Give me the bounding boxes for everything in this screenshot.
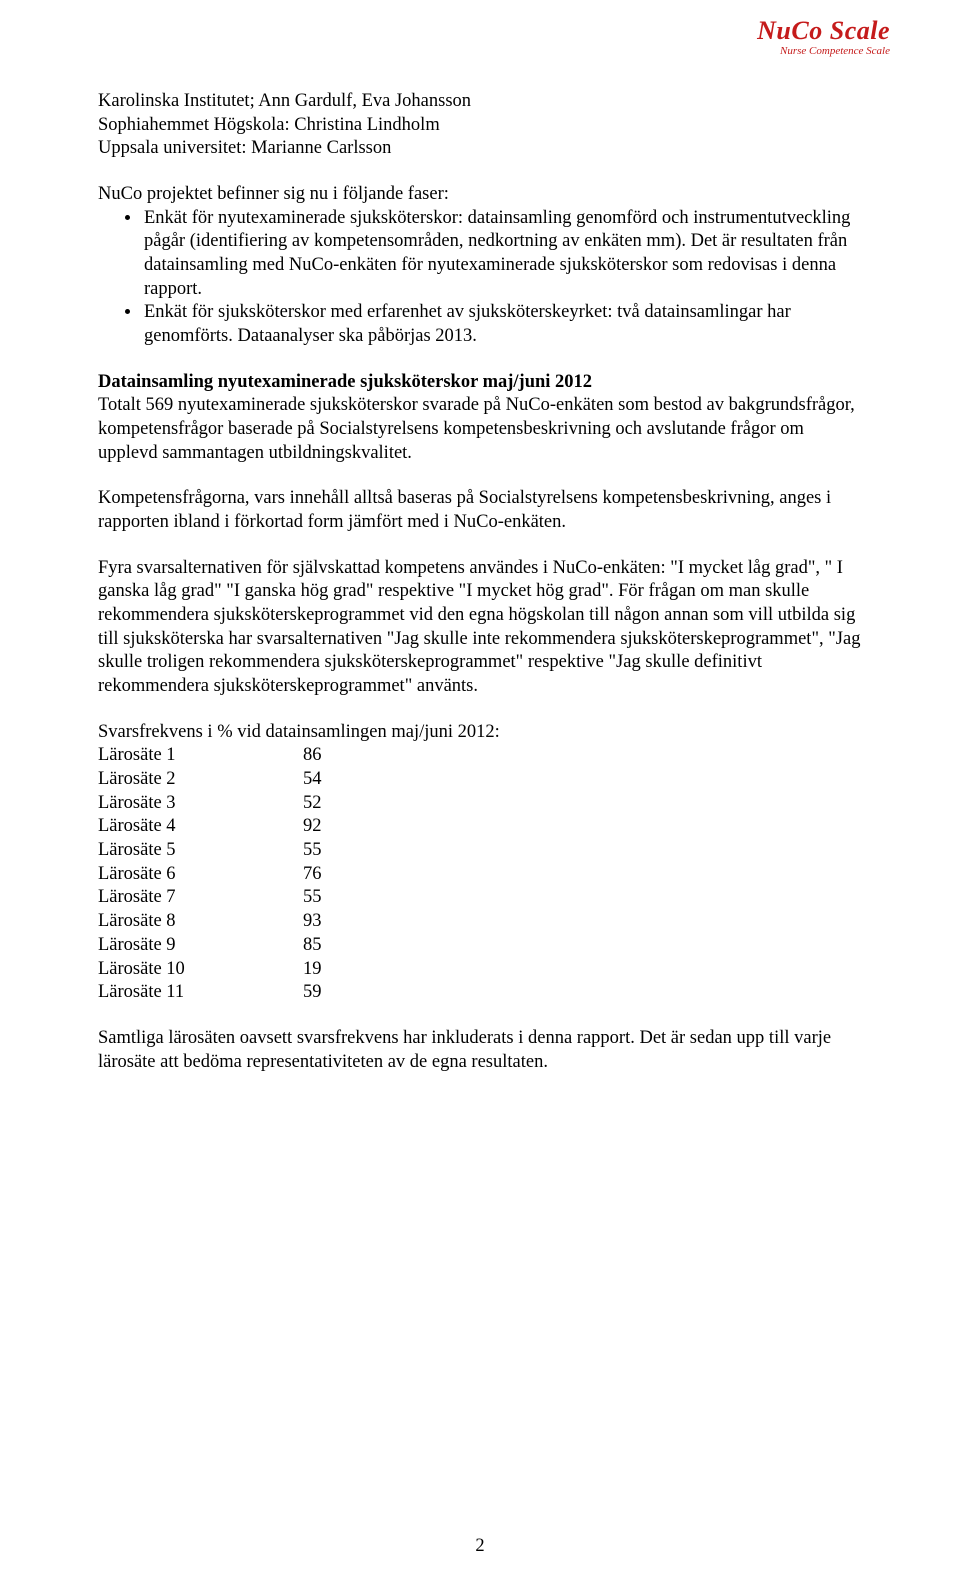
freq-value: 86 — [303, 744, 322, 768]
alternatives-paragraph: Fyra svarsalternativen för självskattad … — [98, 557, 862, 699]
table-row: Lärosäte 7 55 — [98, 886, 862, 910]
freq-label: Lärosäte 3 — [98, 792, 303, 816]
logo-main-text: NuCo Scale — [757, 18, 890, 44]
freq-label: Lärosäte 5 — [98, 839, 303, 863]
table-row: Lärosäte 2 54 — [98, 768, 862, 792]
table-row: Lärosäte 5 55 — [98, 839, 862, 863]
intro-line-1: Karolinska Institutet; Ann Gardulf, Eva … — [98, 91, 471, 111]
table-row: Lärosäte 11 59 — [98, 981, 862, 1005]
freq-label: Lärosäte 2 — [98, 768, 303, 792]
freq-value: 52 — [303, 792, 322, 816]
table-row: Lärosäte 6 76 — [98, 863, 862, 887]
freq-label: Lärosäte 8 — [98, 910, 303, 934]
response-frequency-heading: Svarsfrekvens i % vid datainsamlingen ma… — [98, 721, 862, 745]
document-page: NuCo Scale Nurse Competence Scale Karoli… — [0, 0, 960, 1583]
freq-label: Lärosäte 1 — [98, 744, 303, 768]
freq-label: Lärosäte 7 — [98, 886, 303, 910]
freq-value: 55 — [303, 886, 322, 910]
phases-bullet-item: Enkät för nyutexaminerade sjuksköterskor… — [142, 207, 862, 302]
closing-paragraph: Samtliga lärosäten oavsett svarsfrekvens… — [98, 1027, 862, 1074]
freq-label: Lärosäte 9 — [98, 934, 303, 958]
freq-label: Lärosäte 10 — [98, 958, 303, 982]
phases-bullet-list: Enkät för nyutexaminerade sjuksköterskor… — [98, 207, 862, 349]
table-row: Lärosäte 1 86 — [98, 744, 862, 768]
freq-value: 54 — [303, 768, 322, 792]
section-heading: Datainsamling nyutexaminerade sjuksköter… — [98, 372, 592, 392]
response-frequency-table: Svarsfrekvens i % vid datainsamlingen ma… — [98, 721, 862, 1005]
freq-value: 92 — [303, 815, 322, 839]
logo-sub-text: Nurse Competence Scale — [757, 45, 890, 57]
phases-bullet-item: Enkät för sjuksköterskor med erfarenhet … — [142, 301, 862, 348]
phases-lead: NuCo projektet befinner sig nu i följand… — [98, 183, 862, 207]
intro-paragraph: Karolinska Institutet; Ann Gardulf, Eva … — [98, 90, 862, 161]
table-row: Lärosäte 4 92 — [98, 815, 862, 839]
table-row: Lärosäte 10 19 — [98, 958, 862, 982]
intro-line-2: Sophiahemmet Högskola: Christina Lindhol… — [98, 115, 440, 135]
freq-value: 93 — [303, 910, 322, 934]
freq-label: Lärosäte 6 — [98, 863, 303, 887]
page-number: 2 — [0, 1536, 960, 1557]
freq-value: 85 — [303, 934, 322, 958]
intro-line-3: Uppsala universitet: Marianne Carlsson — [98, 138, 391, 158]
table-row: Lärosäte 3 52 — [98, 792, 862, 816]
freq-value: 19 — [303, 958, 322, 982]
freq-label: Lärosäte 4 — [98, 815, 303, 839]
data-collection-section: Datainsamling nyutexaminerade sjuksköter… — [98, 371, 862, 466]
logo: NuCo Scale Nurse Competence Scale — [757, 18, 890, 57]
page-content: Karolinska Institutet; Ann Gardulf, Eva … — [98, 90, 862, 1074]
freq-value: 55 — [303, 839, 322, 863]
freq-value: 59 — [303, 981, 322, 1005]
table-row: Lärosäte 9 85 — [98, 934, 862, 958]
competence-paragraph: Kompetensfrågorna, vars innehåll alltså … — [98, 487, 862, 534]
freq-label: Lärosäte 11 — [98, 981, 303, 1005]
table-row: Lärosäte 8 93 — [98, 910, 862, 934]
freq-value: 76 — [303, 863, 322, 887]
section-body: Totalt 569 nyutexaminerade sjukskötersko… — [98, 395, 855, 462]
